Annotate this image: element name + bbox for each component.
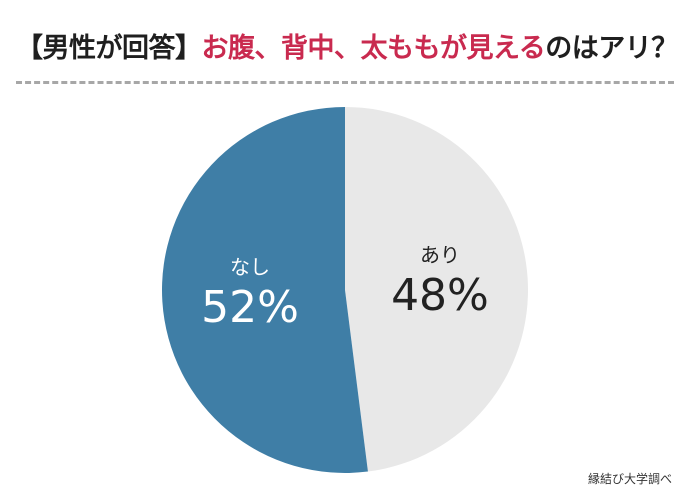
pie-slice-0 [345,107,528,472]
source-note: 縁結び大学調べ [587,472,672,486]
slice-value-0: 48% [391,270,489,321]
title-prefix: 【男性が回答】 [16,33,202,64]
slice-label-0: あり [420,243,460,267]
chart-title: 【男性が回答】お腹、背中、太ももが見えるのはアリ？ [16,26,678,65]
title-suffix: のはアリ？ [545,33,678,64]
pie-slice-1 [161,107,368,473]
slice-label-1: なし [230,255,270,279]
title-divider [16,81,674,84]
slice-value-1: 52% [201,282,299,333]
title-highlight: お腹、背中、太ももが見える [201,33,546,64]
